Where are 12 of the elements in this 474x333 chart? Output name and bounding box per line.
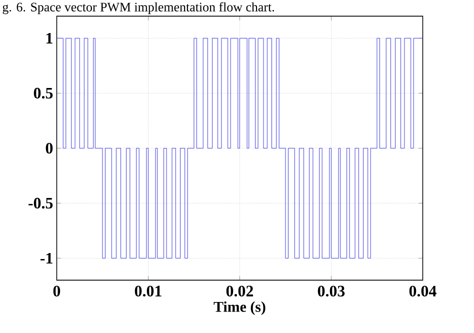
y-tick-label: -0.5 — [28, 198, 53, 209]
y-tick-label: -1 — [40, 252, 52, 264]
x-axis-title: Time (s) — [214, 301, 266, 315]
x-tick-label: 0 — [53, 286, 60, 296]
y-tick-label: 0.5 — [34, 88, 53, 99]
y-tick-label: 0 — [46, 142, 53, 154]
x-tick-label: 0.01 — [134, 286, 162, 297]
x-tick-label: 0.04 — [409, 286, 436, 297]
x-tick-label: 0.03 — [318, 286, 345, 297]
text: g. 6. Space vector PWM implementation flow chart. — [2, 2, 274, 14]
x-tick-label: 0.02 — [226, 286, 253, 297]
y-tick-label: 1 — [46, 32, 52, 44]
